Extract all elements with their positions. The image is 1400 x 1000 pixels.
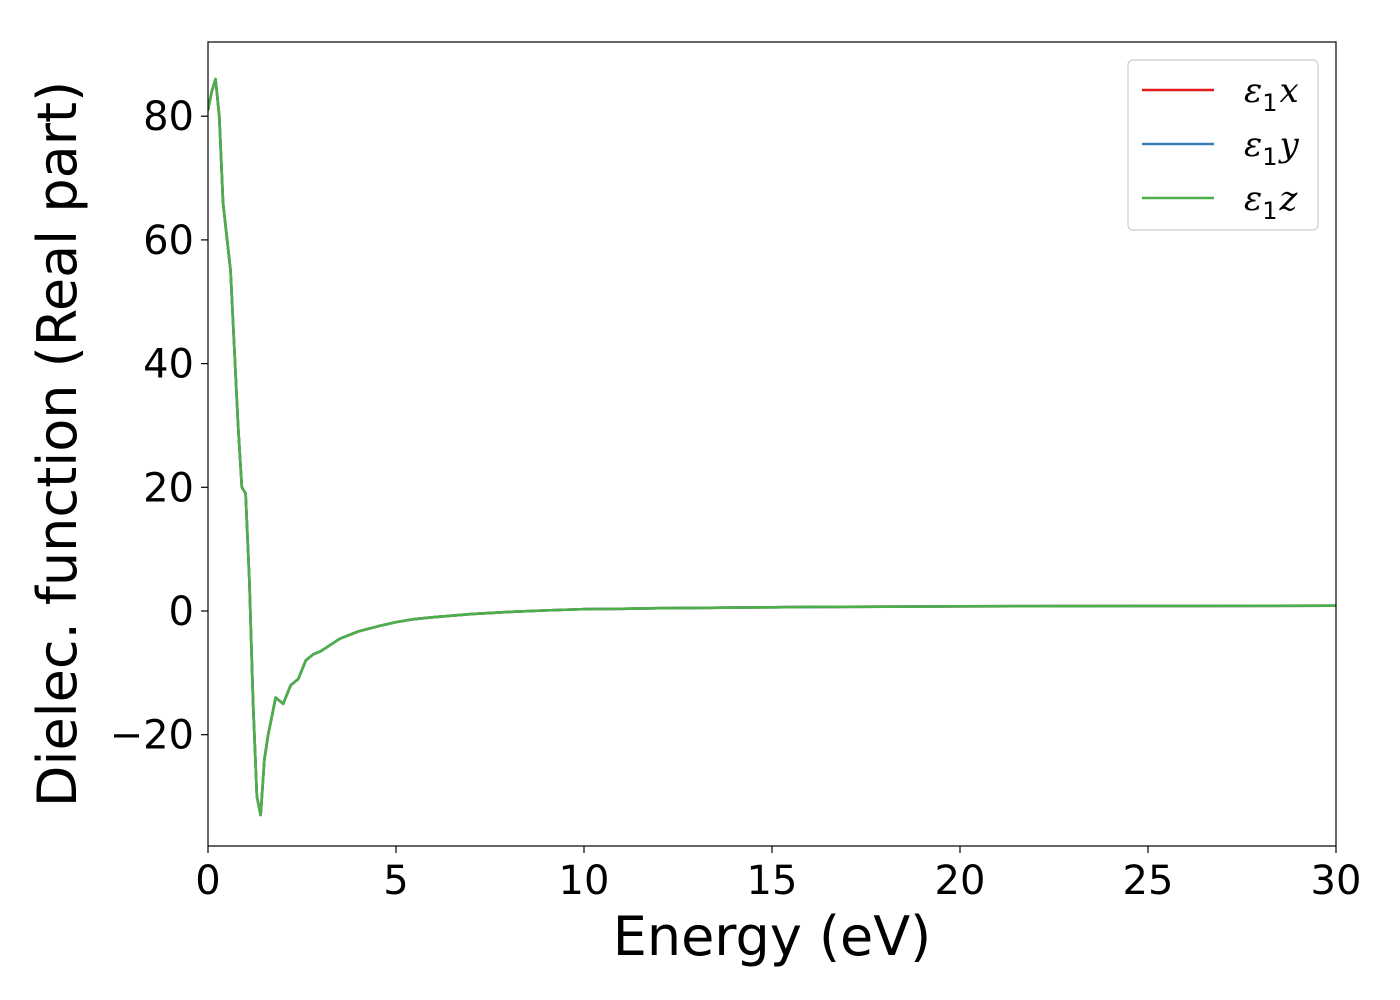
x-tick-label: 20 bbox=[935, 858, 986, 904]
x-tick-label: 5 bbox=[383, 858, 408, 904]
legend-subscript: 1 bbox=[1262, 143, 1277, 171]
x-tick-label: 25 bbox=[1123, 858, 1174, 904]
legend-label-z: ε1z bbox=[1244, 179, 1299, 225]
x-tick-label: 0 bbox=[195, 858, 220, 904]
x-axis-ticks: 0 5 10 15 20 25 30 bbox=[195, 846, 1361, 904]
series-line-z bbox=[208, 77, 1336, 817]
y-tick-label: 20 bbox=[143, 465, 194, 511]
x-tick-label: 15 bbox=[747, 858, 798, 904]
legend-epsilon: ε bbox=[1244, 179, 1262, 219]
legend-box bbox=[1127, 59, 1319, 231]
x-tick-label: 30 bbox=[1311, 858, 1362, 904]
x-axis-title: Energy (eV) bbox=[613, 905, 932, 968]
series-layer bbox=[208, 77, 1336, 817]
y-axis-title: Dielec. function (Real part) bbox=[26, 81, 89, 807]
y-tick-label: −20 bbox=[110, 713, 194, 759]
legend-label-x: ε1x bbox=[1244, 71, 1299, 117]
y-tick-label: 40 bbox=[143, 342, 194, 388]
legend-label-y: ε1y bbox=[1244, 125, 1300, 171]
y-tick-label: 60 bbox=[143, 218, 194, 264]
legend-subscript: 1 bbox=[1262, 89, 1277, 117]
y-tick-label: 0 bbox=[169, 589, 194, 635]
legend-component: z bbox=[1279, 179, 1299, 219]
legend-component: x bbox=[1280, 71, 1299, 111]
legend-epsilon: ε bbox=[1244, 125, 1262, 165]
y-tick-label: 80 bbox=[143, 94, 194, 140]
y-axis-ticks: −20 0 20 40 60 80 bbox=[110, 94, 208, 759]
legend-epsilon: ε bbox=[1244, 71, 1262, 111]
x-tick-label: 10 bbox=[559, 858, 610, 904]
legend-component: y bbox=[1278, 125, 1300, 165]
legend-subscript: 1 bbox=[1262, 197, 1277, 225]
